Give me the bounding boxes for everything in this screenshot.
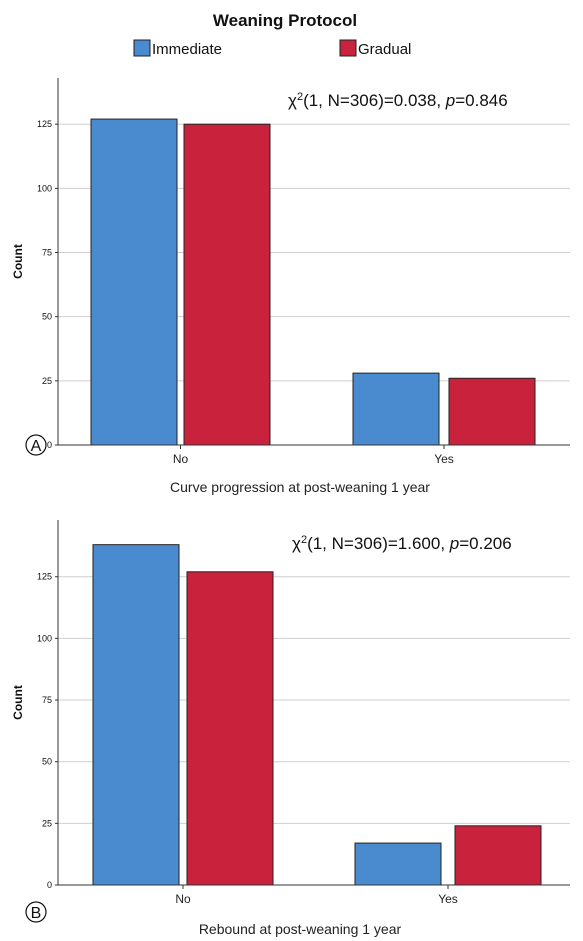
y-tick-label: 100 (37, 633, 52, 643)
y-tick-label: 125 (37, 572, 52, 582)
y-tick-label: 75 (42, 248, 52, 258)
chi-square-annotation: χ2(1, N=306)=1.600, p=0.206 (292, 534, 512, 553)
legend-label-immediate: Immediate (152, 41, 222, 58)
legend-swatch-gradual (339, 39, 357, 57)
svg-text:A: A (31, 438, 42, 455)
panel-label-b: B (25, 901, 47, 923)
x-category-label: Yes (438, 892, 458, 906)
y-tick-label: 50 (42, 757, 52, 767)
y-tick-label: 75 (42, 695, 52, 705)
legend-swatch-immediate (133, 39, 151, 57)
bar-immediate-no (90, 118, 178, 446)
y-tick-label: 125 (37, 119, 52, 129)
x-axis-label: Curve progression at post-weaning 1 year (170, 479, 430, 495)
chart-panel-a: 0 25 50 75 100 125 No Yes Count Curve progress… (11, 78, 570, 495)
x-category-labels: No Yes (173, 445, 454, 466)
y-tick-label: 0 (47, 440, 52, 450)
y-tick-label: 50 (42, 312, 52, 322)
bar-immediate-yes (354, 842, 442, 886)
legend-label-gradual: Gradual (358, 41, 411, 58)
legend: Weaning Protocol Immediate Gradual (133, 11, 411, 58)
bar-gradual-yes (454, 825, 542, 886)
bars (92, 544, 542, 886)
y-tick-label: 0 (47, 880, 52, 890)
bar-immediate-yes (352, 372, 440, 446)
chart-panel-b: 0 25 50 75 100 125 No Yes Count Rebound at pos… (11, 520, 570, 937)
y-tick-label: 25 (42, 376, 52, 386)
y-tick-label: 100 (37, 183, 52, 193)
y-tick-labels: 0 25 50 75 100 125 (37, 572, 52, 890)
axes (57, 520, 570, 886)
x-category-label: No (175, 892, 191, 906)
x-category-label: No (173, 452, 189, 466)
y-axis-label: Count (11, 244, 25, 279)
y-tick-labels: 0 25 50 75 100 125 (37, 119, 52, 450)
x-category-labels: No Yes (175, 885, 458, 906)
bar-gradual-no (186, 571, 274, 886)
axes (57, 78, 570, 446)
panel-label-a: A (25, 434, 47, 456)
y-axis-label: Count (11, 685, 25, 720)
x-category-label: Yes (434, 452, 454, 466)
bar-gradual-no (183, 123, 271, 446)
chi-square-annotation: χ2(1, N=306)=0.038, p=0.846 (288, 91, 508, 110)
bar-gradual-yes (448, 377, 536, 446)
x-axis-label: Rebound at post-weaning 1 year (199, 921, 402, 937)
bars (90, 118, 536, 446)
y-tick-label: 25 (42, 818, 52, 828)
bar-immediate-no (92, 544, 180, 886)
svg-text:B: B (31, 905, 42, 922)
legend-title: Weaning Protocol (213, 11, 357, 30)
